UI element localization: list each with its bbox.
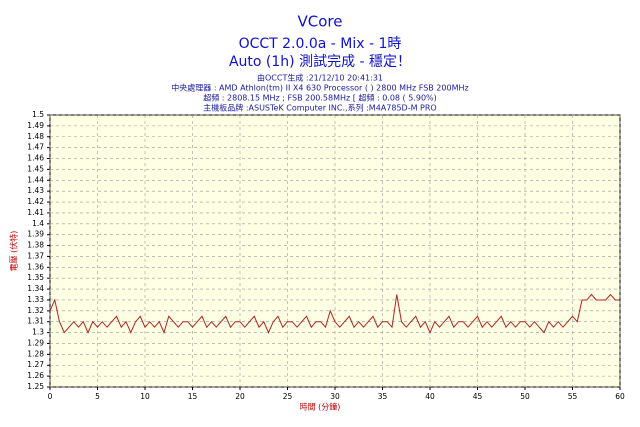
plot-area [49, 114, 621, 388]
x-axis-label: 時間 (分鐘) [300, 402, 341, 412]
y-tick-label: 1.36 [27, 262, 44, 271]
y-tick-label: 1.5 [32, 110, 44, 119]
subtitle: OCCT 2.0.0a - Mix - 1時 [239, 36, 402, 52]
y-tick-label: 1.26 [27, 371, 44, 380]
y-axis-label: 電壓 (伏特) [9, 231, 19, 272]
y-tick-label: 1.4 [32, 219, 44, 228]
y-tick-label: 1.46 [27, 154, 44, 163]
x-tick-label: 30 [330, 392, 340, 401]
subtitle: Auto (1h) 測試完成 - 穩定！ [229, 54, 411, 70]
x-tick-label: 35 [378, 392, 388, 401]
y-tick-label: 1.29 [27, 338, 44, 347]
info-line: 中央處理器 : AMD Athlon(tm) II X4 630 Process… [171, 83, 468, 93]
x-tick-label: 50 [520, 392, 530, 401]
y-tick-label: 1.25 [27, 382, 44, 391]
y-tick-label: 1.44 [27, 175, 44, 184]
y-tick-label: 1.43 [27, 186, 44, 195]
y-tick-label: 1.34 [27, 284, 44, 293]
y-tick-label: 1.28 [27, 349, 44, 358]
y-tick-label: 1.35 [27, 273, 44, 282]
x-tick-label: 5 [95, 392, 100, 401]
y-tick-label: 1.42 [27, 197, 44, 206]
y-tick-label: 1.48 [27, 132, 44, 141]
y-tick-label: 1.3 [32, 328, 44, 337]
x-tick-label: 10 [140, 392, 150, 401]
x-tick-label: 0 [48, 392, 53, 401]
y-tick-label: 1.33 [27, 295, 44, 304]
y-tick-label: 1.47 [27, 143, 44, 152]
y-tick-label: 1.32 [27, 306, 44, 315]
info-line: 超頻 : 2808.15 MHz ; FSB 200.58MHz [ 超頻 : … [203, 93, 437, 103]
y-tick-label: 1.39 [27, 230, 44, 239]
y-tick-label: 1.27 [27, 360, 44, 369]
y-tick-label: 1.49 [27, 121, 44, 130]
y-tick-label: 1.41 [27, 208, 44, 217]
x-tick-label: 45 [473, 392, 483, 401]
y-tick-label: 1.31 [27, 317, 44, 326]
y-tick-label: 1.38 [27, 241, 44, 250]
info-line: 由OCCT生成 :21/12/10 20:41:31 [257, 73, 383, 83]
y-tick-label: 1.45 [27, 164, 44, 173]
x-tick-label: 40 [425, 392, 435, 401]
data-line [49, 293, 620, 335]
info-line: 主機板品牌 :ASUSTeK Computer INC.,系列 :M4A785D… [203, 103, 436, 113]
chart-title: VCore [298, 13, 343, 31]
x-tick-label: 60 [615, 392, 625, 401]
x-tick-label: 55 [568, 392, 578, 401]
x-tick-label: 15 [188, 392, 198, 401]
y-tick-label: 1.37 [27, 251, 44, 260]
x-tick-label: 20 [235, 392, 245, 401]
x-tick-label: 25 [283, 392, 293, 401]
